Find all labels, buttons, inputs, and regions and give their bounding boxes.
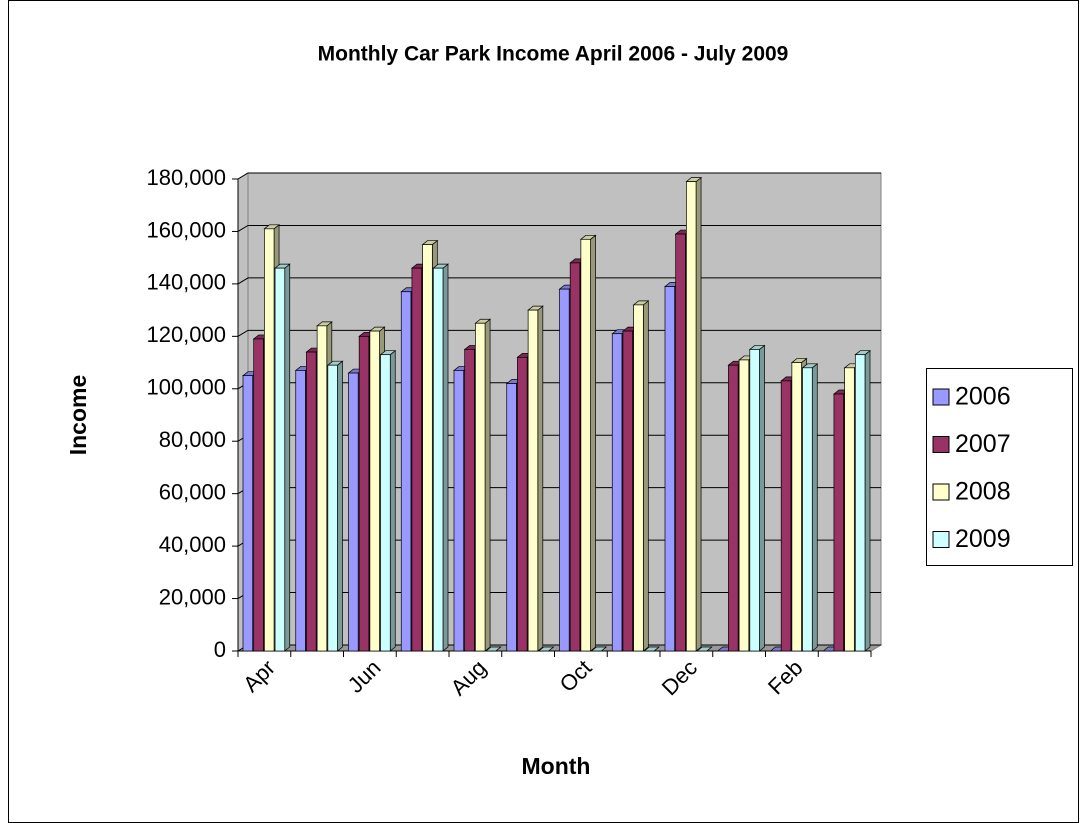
bar (622, 330, 633, 652)
bar (527, 309, 539, 652)
bar (780, 380, 792, 652)
bar (802, 367, 813, 652)
bar (686, 181, 697, 652)
legend-box (926, 368, 1073, 566)
bar (675, 233, 686, 652)
bar-side (484, 318, 491, 652)
bar (559, 288, 570, 652)
y-tick-label: 40,000 (159, 532, 226, 557)
bar-side (337, 360, 343, 652)
y-tick-label: 60,000 (159, 479, 226, 504)
chart-title: Monthly Car Park Income April 2006 - Jul… (318, 43, 789, 66)
grid-line (237, 224, 881, 232)
bar-top (643, 646, 660, 652)
bar (264, 228, 275, 652)
y-tick-label: 180,000 (146, 165, 226, 190)
bar (569, 262, 581, 652)
bar-side (537, 305, 544, 652)
bar (749, 349, 760, 652)
bar (738, 359, 750, 652)
legend-swatch (932, 436, 950, 453)
y-tick-label: 140,000 (146, 270, 226, 295)
y-tick-label: 20,000 (159, 584, 226, 609)
x-axis-title: Month (522, 753, 591, 779)
bar (422, 244, 433, 652)
bar (475, 322, 486, 652)
bar (327, 364, 338, 652)
legend-label: 2006 (955, 383, 1011, 411)
y-axis-title: Income (65, 375, 91, 456)
bar (664, 286, 676, 652)
bar-top (696, 646, 713, 652)
bar (517, 356, 528, 652)
bar (369, 330, 380, 652)
bar (791, 362, 802, 652)
bar (833, 393, 844, 652)
bar (316, 325, 328, 652)
bar (411, 267, 422, 652)
bar-side (864, 349, 871, 652)
y-tick-label: 80,000 (159, 427, 226, 452)
legend-label: 2007 (955, 430, 1011, 458)
y-tick-label: 160,000 (146, 217, 226, 242)
bar (633, 304, 644, 652)
legend-label: 2008 (955, 478, 1011, 506)
bar (242, 375, 254, 652)
bar (611, 333, 623, 652)
bar (854, 354, 866, 652)
bar (453, 370, 465, 652)
bar (295, 370, 306, 652)
bar (348, 372, 359, 652)
y-tick-label: 120,000 (146, 322, 226, 347)
bar-top (485, 646, 502, 652)
bar (380, 354, 391, 652)
grid-line (237, 172, 881, 180)
bar (728, 364, 739, 652)
bar-top (537, 646, 555, 652)
bar-side (284, 263, 291, 652)
bar-top (590, 646, 608, 652)
bar (306, 351, 317, 652)
y-tick-label: 0 (214, 637, 226, 662)
grid-line (237, 277, 881, 285)
legend-swatch (932, 388, 950, 406)
legend-label: 2009 (955, 525, 1011, 553)
legend-swatch (932, 483, 950, 501)
bar-side (811, 363, 818, 652)
bar (400, 291, 412, 652)
bar (274, 267, 286, 652)
bar (464, 349, 475, 652)
bar-side (442, 263, 449, 652)
bar (844, 367, 855, 652)
legend-swatch (932, 531, 950, 548)
bar-side (642, 300, 649, 652)
bar (253, 338, 264, 652)
bar-side (590, 234, 596, 652)
bar (580, 238, 591, 652)
y-tick-label: 100,000 (146, 375, 226, 400)
bar-side (759, 344, 765, 652)
bar-side (389, 349, 396, 652)
bar (432, 267, 444, 652)
bar (358, 335, 370, 652)
bar (506, 383, 517, 652)
bar-side (695, 176, 702, 652)
